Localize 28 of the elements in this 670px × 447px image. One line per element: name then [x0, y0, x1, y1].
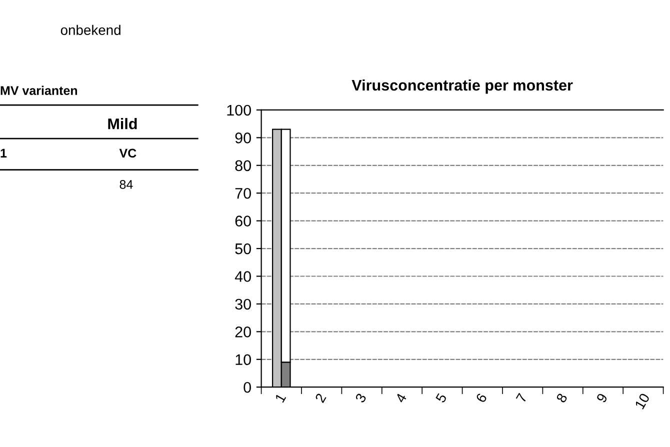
x-tick-label: 3: [354, 392, 367, 404]
text: onbekend: [60, 24, 120, 36]
x-tick-label: 4: [395, 392, 407, 404]
y-tick-label: 90: [235, 132, 251, 144]
y-tick-label: 100: [227, 104, 251, 116]
x-tick-label: 7: [516, 392, 528, 404]
x-tick-label: 2: [314, 392, 326, 404]
text: MV varianten: [0, 86, 78, 95]
y-tick-label: 20: [235, 326, 251, 338]
chart-title: Virusconcentratie per monster: [352, 79, 573, 94]
x-tick-label: 9: [596, 392, 608, 404]
x-tick-label: 6: [476, 392, 488, 404]
y-tick-label: 10: [236, 354, 251, 366]
text: 1: [0, 148, 7, 158]
y-tick-label: 50: [235, 243, 251, 254]
text: 84: [120, 180, 133, 189]
x-tick-label: 5: [435, 392, 448, 404]
text: Mild: [108, 118, 137, 130]
x-tick-label: 8: [556, 392, 568, 404]
y-tick-label: 60: [235, 216, 251, 227]
y-tick-label: 70: [235, 188, 251, 199]
x-tick-label: 1: [274, 392, 286, 403]
y-tick-label: 40: [234, 271, 251, 282]
y-tick-label: 80: [235, 160, 251, 172]
x-tick-label: 10: [634, 392, 650, 410]
y-tick-label: 0: [244, 382, 251, 393]
text: VC: [119, 148, 136, 158]
y-tick-label: 30: [235, 298, 251, 310]
